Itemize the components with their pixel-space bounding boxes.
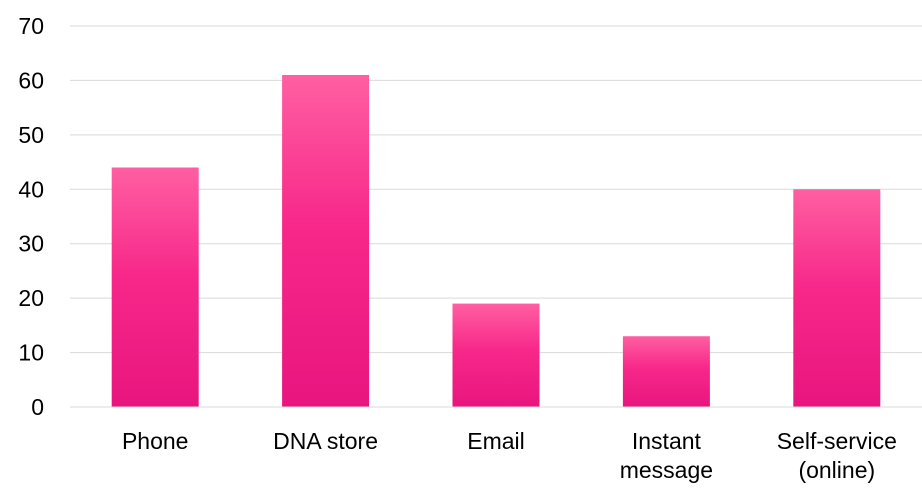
x-tick-label: DNA store <box>273 428 378 454</box>
x-axis: Phone DNA store Email Instant message Self-se… <box>70 406 922 483</box>
y-axis: 0 10 20 30 40 50 60 70 <box>18 13 44 420</box>
bar-self-service-online <box>793 189 881 407</box>
x-tick-label: Phone <box>122 428 189 454</box>
bars <box>111 74 881 407</box>
x-tick-label: Self-service (online) <box>777 428 897 483</box>
y-tick-label-10: 10 <box>18 340 44 366</box>
y-tick-label-40: 40 <box>18 176 44 202</box>
y-tick-label-70: 70 <box>18 13 44 39</box>
bar-instant-message <box>622 336 710 407</box>
bar-phone <box>111 167 199 407</box>
y-tick-label-30: 30 <box>18 231 44 257</box>
y-tick-label-0: 0 <box>31 394 44 420</box>
x-tick-label: Instant message <box>620 428 713 483</box>
bar-email <box>452 303 540 407</box>
x-tick-label: Email <box>467 428 525 454</box>
y-tick-label-50: 50 <box>18 122 44 148</box>
y-tick-label-20: 20 <box>18 285 44 311</box>
gridlines <box>70 25 922 354</box>
bar-dna-store <box>282 74 370 407</box>
y-tick-label-60: 60 <box>18 67 44 93</box>
